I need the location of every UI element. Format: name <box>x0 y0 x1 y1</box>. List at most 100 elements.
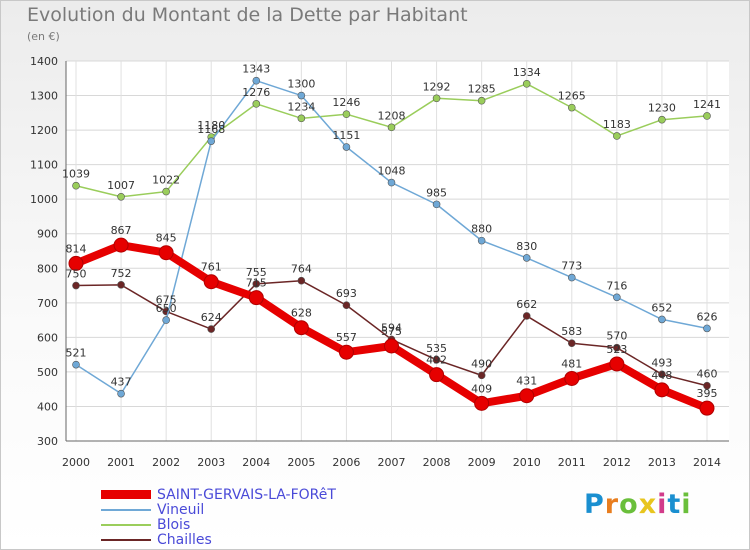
y-tick-label: 700 <box>37 297 58 310</box>
data-point-2 <box>117 192 125 201</box>
x-tick-label: 2004 <box>242 456 270 469</box>
data-label-1: 650 <box>156 302 177 315</box>
data-label-0: 761 <box>201 261 222 274</box>
data-label-1: 652 <box>651 301 672 314</box>
data-point-3 <box>297 276 306 285</box>
x-tick-label: 2011 <box>558 456 586 469</box>
data-label-0: 557 <box>336 331 357 344</box>
data-label-2: 1039 <box>62 168 90 181</box>
data-label-1: 1300 <box>287 78 315 91</box>
x-tick-label: 2002 <box>152 456 180 469</box>
data-point-2 <box>432 94 441 103</box>
y-tick-label: 400 <box>37 400 58 413</box>
y-tick-label: 500 <box>37 366 58 379</box>
data-point-0 <box>654 382 670 398</box>
data-label-0: 431 <box>516 375 537 388</box>
data-point-3 <box>252 280 261 288</box>
data-point-2 <box>522 80 531 88</box>
data-point-1 <box>297 91 306 100</box>
data-point-1 <box>252 76 261 85</box>
data-point-2 <box>72 181 80 190</box>
x-tick-label: 2000 <box>62 456 90 469</box>
data-point-0 <box>248 290 264 306</box>
x-tick-label: 2013 <box>648 456 676 469</box>
logo-letter: r <box>604 489 620 520</box>
data-label-3: 594 <box>381 321 402 334</box>
data-label-1: 716 <box>606 279 627 292</box>
axes: 300 400 500 600 700 800 900 1000 1100 1200 1300 140… <box>30 55 729 469</box>
data-label-1: 880 <box>471 223 492 236</box>
data-point-0 <box>203 274 219 290</box>
data-label-1: 626 <box>697 310 718 323</box>
data-point-0 <box>474 395 490 411</box>
data-label-1: 437 <box>111 376 132 389</box>
data-point-1 <box>477 236 486 245</box>
y-tick-label: 1200 <box>30 124 58 137</box>
legend-item-blois: Blois <box>101 517 336 533</box>
data-label-2: 1246 <box>332 96 360 109</box>
data-point-1 <box>658 315 666 324</box>
data-point-2 <box>297 114 306 123</box>
data-label-2: 1234 <box>287 100 315 113</box>
data-label-0: 492 <box>426 354 447 367</box>
data-label-1: 773 <box>561 260 582 273</box>
logo-letter: x <box>638 489 658 520</box>
legend-item-vineuil: Vineuil <box>101 502 336 518</box>
logo-letter: i <box>657 489 668 520</box>
data-point-1 <box>117 389 125 398</box>
data-point-0 <box>68 255 84 271</box>
legend-item-chailles: Chailles <box>101 531 336 548</box>
x-tick-label: 2003 <box>197 456 225 469</box>
x-tick-label: 2012 <box>603 456 631 469</box>
data-point-2 <box>252 100 261 108</box>
y-tick-label: 1400 <box>30 55 58 68</box>
data-point-3 <box>522 312 531 320</box>
data-label-1: 830 <box>516 240 537 253</box>
data-point-0 <box>519 388 535 404</box>
data-label-3: 583 <box>561 325 582 338</box>
legend-label-chailles: Chailles <box>157 531 212 548</box>
x-tick-label: 2007 <box>378 456 406 469</box>
data-point-3 <box>342 301 351 310</box>
data-label-2: 1292 <box>423 80 451 93</box>
series <box>68 76 715 416</box>
legend-swatch-chailles <box>101 538 151 541</box>
data-label-3: 460 <box>697 368 718 381</box>
legend-swatch-vineuil <box>101 508 151 511</box>
data-point-3 <box>613 343 621 352</box>
data-point-2 <box>613 132 621 140</box>
data-point-1 <box>387 178 396 187</box>
legend: SAINT-GERVAIS-LA-FORêT Vineuil Blois Cha… <box>101 486 336 548</box>
data-point-2 <box>567 103 576 112</box>
data-label-0: 628 <box>291 307 312 320</box>
data-label-1: 1343 <box>242 63 270 76</box>
legend-item-saint-gervais: SAINT-GERVAIS-LA-FORêT <box>101 486 336 503</box>
data-label-2: 1265 <box>558 90 586 103</box>
legend-label-saint-gervais: SAINT-GERVAIS-LA-FORêT <box>157 486 336 503</box>
data-point-0 <box>158 245 174 261</box>
data-point-0 <box>429 367 445 383</box>
data-point-1 <box>703 324 711 333</box>
data-point-0 <box>564 370 580 386</box>
data-label-2: 1285 <box>468 83 496 96</box>
y-tick-label: 600 <box>37 331 58 344</box>
data-label-3: 490 <box>471 357 492 370</box>
proxiti-logo: Proxiti <box>584 489 692 520</box>
data-point-0 <box>384 338 399 354</box>
data-point-0 <box>113 237 129 253</box>
data-label-3: 693 <box>336 287 357 300</box>
data-label-1: 1168 <box>197 123 225 136</box>
data-labels: 750 752 675 624 755 764 693 594 535 490 662 583 570 4… <box>62 63 721 400</box>
data-point-0 <box>338 344 354 360</box>
x-tick-label: 2005 <box>287 456 315 469</box>
legend-swatch-blois <box>101 523 151 526</box>
data-point-2 <box>703 112 711 120</box>
y-tick-label: 800 <box>37 262 58 275</box>
x-tick-label: 2006 <box>332 456 360 469</box>
data-point-2 <box>658 115 666 124</box>
data-label-3: 662 <box>516 298 537 311</box>
data-label-0: 845 <box>156 232 177 245</box>
data-point-2 <box>162 187 170 196</box>
data-point-1 <box>567 273 576 282</box>
